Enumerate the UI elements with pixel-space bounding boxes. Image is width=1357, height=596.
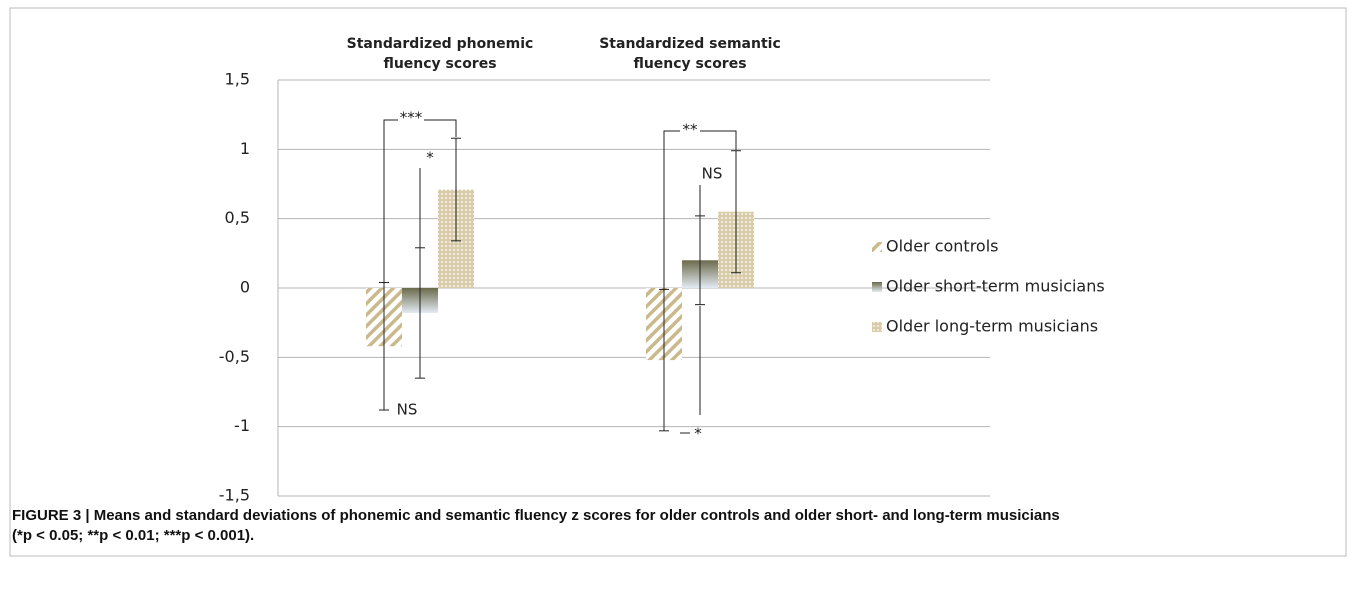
y-tick-label: 1 [240, 139, 250, 158]
bracket [663, 130, 680, 289]
annotation: * [426, 149, 434, 167]
y-tick-label: -1 [234, 416, 250, 435]
annotation: NS [702, 165, 723, 183]
category-title: Standardized phonemic fluency scores [346, 36, 534, 72]
legend-label: Older short-term musicians [886, 277, 1105, 296]
bracket [383, 119, 398, 283]
frame [9, 7, 1347, 557]
caption: (*p < 0.05; **p < 0.01; ***p < 0.001). [12, 527, 255, 544]
legend-swatch [872, 282, 882, 292]
y-tick-label: -1,5 [219, 486, 250, 505]
error-bar [731, 150, 741, 274]
error-bar [659, 288, 669, 432]
y-tick-label: 0,5 [225, 208, 250, 227]
y-tick-label: 0 [240, 278, 250, 297]
bracket [424, 119, 457, 137]
category-title: Standardized semantic fluency scores [599, 36, 781, 72]
error-bar [451, 137, 461, 242]
annotation: *** [400, 109, 423, 127]
legend-swatch [872, 322, 882, 332]
annotation: * [694, 425, 702, 443]
legend-label: Older long-term musicians [886, 317, 1098, 336]
annotation: NS [397, 401, 418, 419]
annotation: ** [683, 121, 699, 139]
bracket [700, 130, 737, 150]
y-tick-label: -0,5 [219, 347, 250, 366]
legend-label: Older controls [886, 237, 999, 256]
legend-swatch [872, 242, 882, 252]
y-tick-label: 1,5 [225, 70, 250, 89]
caption: FIGURE 3 | Means and standard deviations… [12, 507, 1060, 524]
